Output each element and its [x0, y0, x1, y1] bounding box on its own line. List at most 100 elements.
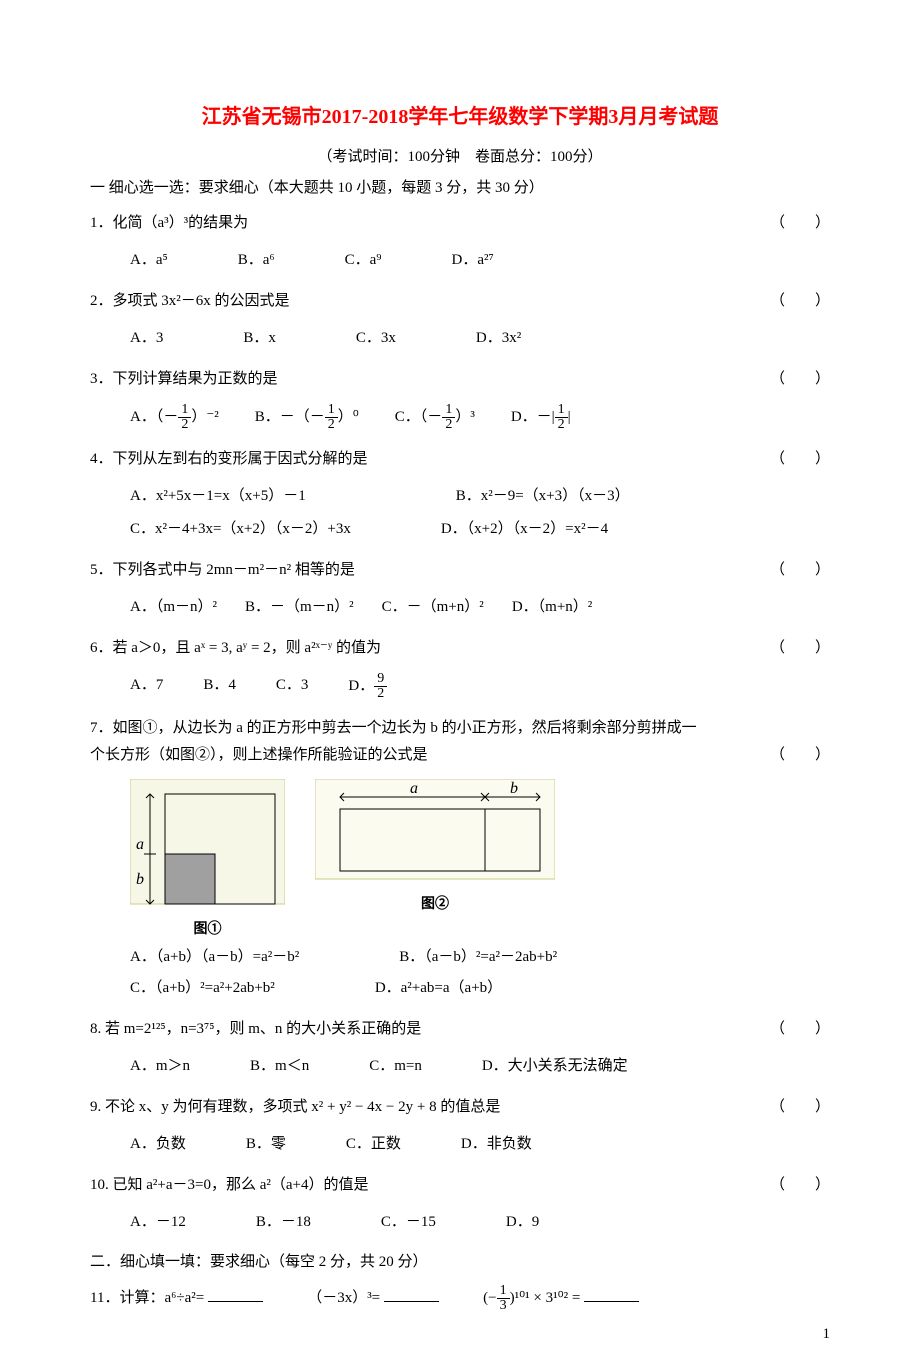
figure-1-svg: a b: [130, 779, 285, 909]
q10-opt-c: C．－15: [381, 1209, 436, 1236]
question-1: 1．化简（a³）³的结果为 （ ）: [90, 210, 830, 237]
q9-opt-c: C．正数: [346, 1131, 401, 1158]
question-5: 5．下列各式中与 2mn－m²－n² 相等的是 （ ）: [90, 557, 830, 584]
page-title: 江苏省无锡市2017-2018学年七年级数学下学期3月月考试题: [90, 100, 830, 129]
q8-opt-a: A．m＞n: [130, 1053, 190, 1080]
question-7: 7．如图①，从边长为 a 的正方形中剪去一个边长为 b 的小正方形，然后将剩余部…: [90, 715, 830, 769]
q1-opt-a: A．a⁵: [130, 247, 168, 274]
fig2-label-b: b: [510, 780, 518, 797]
question-6: 6．若 a＞0，且 aˣ = 3, aʸ = 2，则 a²ˣ⁻ʸ 的值为 （ ）: [90, 635, 830, 662]
answer-paren: （ ）: [770, 1094, 830, 1121]
figure-2-caption: 图②: [315, 893, 555, 913]
answer-paren: （ ）: [770, 288, 830, 315]
q7-opt-d: D．a²+ab=a（a+b）: [375, 975, 502, 1002]
question-9-options: A．负数 B．零 C．正数 D．非负数: [90, 1131, 830, 1158]
q9-opt-d: D．非负数: [461, 1131, 532, 1158]
question-6-text: 6．若 a＞0，且 aˣ = 3, aʸ = 2，则 a²ˣ⁻ʸ 的值为: [90, 635, 754, 662]
q2-opt-c: C．3x: [356, 325, 396, 352]
question-4: 4．下列从左到右的变形属于因式分解的是 （ ）: [90, 446, 830, 473]
answer-paren: （ ）: [770, 1172, 830, 1199]
q4-opt-c: C．x²－4+3x=（x+2）（x－2）+3x: [130, 516, 351, 543]
q8-opt-d: D．大小关系无法确定: [482, 1053, 628, 1080]
blank: [208, 1287, 263, 1302]
page-number: 1: [823, 1326, 831, 1343]
q2-opt-a: A．3: [130, 325, 163, 352]
q6-opt-d: D．92: [348, 672, 387, 701]
question-7-line1: 7．如图①，从边长为 a 的正方形中剪去一个边长为 b 的小正方形，然后将剩余部…: [90, 715, 830, 742]
question-7-line2: 个长方形（如图②），则上述操作所能验证的公式是: [90, 742, 754, 769]
exam-info-text: （考试时间：100分钟 卷面总分：100分）: [317, 149, 602, 165]
question-4-options: A．x²+5x－1=x（x+5）－1 B．x²－9=（x+3）（x－3） C．x…: [90, 483, 830, 543]
exam-info: （考试时间：100分钟 卷面总分：100分）: [90, 145, 830, 166]
q11-part2: （－3x）³=: [307, 1285, 443, 1312]
q7-opt-a: A．（a+b）（a－b）=a²－b²: [130, 944, 299, 971]
question-10: 10. 已知 a²+a－3=0，那么 a²（a+4）的值是 （ ）: [90, 1172, 830, 1199]
q10-opt-b: B．－18: [256, 1209, 311, 1236]
q5-opt-a: A．（m－n）²: [130, 594, 217, 621]
fig1-label-b: b: [136, 871, 144, 888]
figure-1: a b 图①: [130, 779, 285, 938]
question-3: 3．下列计算结果为正数的是 （ ）: [90, 366, 830, 393]
q1-opt-c: C．a⁹: [345, 247, 382, 274]
q8-opt-b: B．m＜n: [250, 1053, 309, 1080]
q6-opt-a: A．7: [130, 672, 163, 701]
q1-opt-d: D．a²⁷: [452, 247, 494, 274]
section-1-header: 一 细心选一选：要求细心（本大题共 10 小题，每题 3 分，共 30 分）: [90, 176, 830, 200]
fig1-label-a: a: [136, 836, 144, 853]
answer-paren: （ ）: [770, 210, 830, 237]
question-8-text: 8. 若 m=2¹²⁵，n=3⁷⁵，则 m、n 的大小关系正确的是: [90, 1016, 754, 1043]
figure-2: a b 图②: [315, 779, 555, 913]
q6-opt-b: B．4: [203, 672, 236, 701]
q8-opt-c: C．m=n: [369, 1053, 422, 1080]
q7-opt-b: B．（a－b）²=a²－2ab+b²: [399, 944, 557, 971]
blank: [584, 1287, 639, 1302]
blank: [384, 1287, 439, 1302]
figure-1-caption: 图①: [130, 918, 285, 938]
q5-opt-d: D．（m+n）²: [512, 594, 592, 621]
question-7-figures: a b 图① a b 图②: [130, 779, 830, 938]
answer-paren: （ ）: [770, 742, 830, 769]
q5-opt-b: B．－（m－n）²: [245, 594, 354, 621]
question-5-text: 5．下列各式中与 2mn－m²－n² 相等的是: [90, 557, 754, 584]
q2-opt-b: B．x: [243, 325, 276, 352]
q3-opt-c: C．（－12）³: [395, 403, 475, 432]
q4-opt-b: B．x²－9=（x+3）（x－3）: [456, 483, 630, 510]
q9-opt-a: A．负数: [130, 1131, 186, 1158]
section-2-header: 二．细心填一填：要求细心（每空 2 分，共 20 分）: [90, 1250, 830, 1274]
answer-paren: （ ）: [770, 635, 830, 662]
q5-opt-c: C．－（m+n）²: [382, 594, 484, 621]
fig2-label-a: a: [410, 780, 418, 797]
q7-opt-c: C．（a+b）²=a²+2ab+b²: [130, 975, 275, 1002]
question-11: 11．计算：a⁶÷a²= （－3x）³= (−13)¹⁰¹ × 3¹⁰² =: [90, 1284, 830, 1313]
q10-opt-a: A．－12: [130, 1209, 186, 1236]
q3-opt-a: A．（－12）⁻²: [130, 403, 219, 432]
q3-opt-d: D．－|12|: [511, 403, 571, 432]
question-3-options: A．（－12）⁻² B．－（－12）⁰ C．（－12）³ D．－|12|: [90, 403, 830, 432]
q4-opt-a: A．x²+5x－1=x（x+5）－1: [130, 483, 306, 510]
answer-paren: （ ）: [770, 366, 830, 393]
question-4-text: 4．下列从左到右的变形属于因式分解的是: [90, 446, 754, 473]
question-8: 8. 若 m=2¹²⁵，n=3⁷⁵，则 m、n 的大小关系正确的是 （ ）: [90, 1016, 830, 1043]
question-8-options: A．m＞n B．m＜n C．m=n D．大小关系无法确定: [90, 1053, 830, 1080]
q11-part1: 11．计算：a⁶÷a²=: [90, 1285, 267, 1312]
question-10-options: A．－12 B．－18 C．－15 D．9: [90, 1209, 830, 1236]
question-6-options: A．7 B．4 C．3 D．92: [90, 672, 830, 701]
question-7-options: A．（a+b）（a－b）=a²－b² B．（a－b）²=a²－2ab+b² C．…: [90, 944, 830, 1002]
question-1-text: 1．化简（a³）³的结果为: [90, 210, 754, 237]
question-10-text: 10. 已知 a²+a－3=0，那么 a²（a+4）的值是: [90, 1172, 754, 1199]
answer-paren: （ ）: [770, 446, 830, 473]
figure-2-svg: a b: [315, 779, 555, 884]
q3-opt-b: B．－（－12）⁰: [255, 403, 359, 432]
question-1-options: A．a⁵ B．a⁶ C．a⁹ D．a²⁷: [90, 247, 830, 274]
q1-opt-b: B．a⁶: [238, 247, 275, 274]
q2-opt-d: D．3x²: [476, 325, 521, 352]
q6-opt-c: C．3: [276, 672, 309, 701]
question-2-text: 2．多项式 3x²－6x 的公因式是: [90, 288, 754, 315]
q4-opt-d: D．（x+2）（x－2）=x²－4: [441, 516, 608, 543]
question-9-text: 9. 不论 x、y 为何有理数，多项式 x² + y² − 4x − 2y + …: [90, 1094, 754, 1121]
question-9: 9. 不论 x、y 为何有理数，多项式 x² + y² − 4x − 2y + …: [90, 1094, 830, 1121]
question-2: 2．多项式 3x²－6x 的公因式是 （ ）: [90, 288, 830, 315]
answer-paren: （ ）: [770, 1016, 830, 1043]
q11-part3: (−13)¹⁰¹ × 3¹⁰² =: [483, 1284, 643, 1313]
q9-opt-b: B．零: [246, 1131, 286, 1158]
